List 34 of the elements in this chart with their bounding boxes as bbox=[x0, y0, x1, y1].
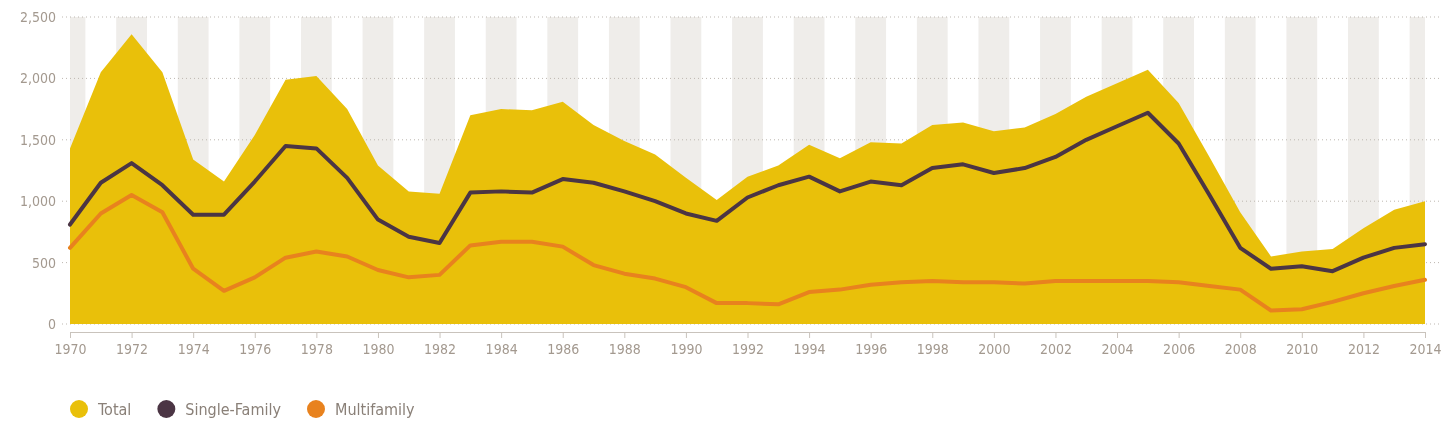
y-tick-label: 1,500 bbox=[19, 131, 56, 148]
x-tick-label: 2010 bbox=[1286, 340, 1319, 357]
x-tick-label: 1996 bbox=[855, 340, 888, 357]
x-tick-label: 1994 bbox=[793, 340, 826, 357]
y-tick-label: 0 bbox=[47, 315, 56, 332]
x-tick-label: 2006 bbox=[1163, 340, 1196, 357]
line-series bbox=[68, 193, 1427, 313]
x-tick-label: 1998 bbox=[916, 340, 949, 357]
x-tick-label: 1970 bbox=[54, 340, 87, 357]
y-tick-label: 1,000 bbox=[19, 193, 56, 210]
x-tick-label: 2014 bbox=[1409, 340, 1442, 357]
legend-label: Single-Family bbox=[185, 399, 282, 419]
x-tick-label: 1984 bbox=[485, 340, 518, 357]
y-tick-label: 2,500 bbox=[19, 8, 56, 25]
legend-label: Multifamily bbox=[334, 399, 416, 419]
line-series bbox=[68, 110, 1427, 274]
x-tick-label: 1992 bbox=[731, 340, 765, 357]
x-tick-label: 1986 bbox=[547, 340, 580, 357]
x-tick-label: 1988 bbox=[608, 340, 641, 357]
x-tick-label: 1972 bbox=[116, 340, 149, 357]
x-tick-label: 2012 bbox=[1347, 340, 1380, 357]
x-tick-label: 1978 bbox=[300, 340, 333, 357]
x-tick-label: 1974 bbox=[177, 340, 210, 357]
x-tick-label: 2002 bbox=[1039, 340, 1072, 357]
x-tick-label: 1980 bbox=[362, 340, 395, 357]
x-tick-label: 2008 bbox=[1224, 340, 1257, 357]
x-tick-label: 1982 bbox=[424, 340, 457, 357]
x-tick-label: 1976 bbox=[239, 340, 272, 357]
x-tick-label: 2004 bbox=[1101, 340, 1134, 357]
y-tick-label: 2,000 bbox=[19, 70, 56, 87]
y-tick-label: 500 bbox=[31, 254, 56, 271]
x-tick-label: 1990 bbox=[670, 340, 703, 357]
x-tick-label: 2000 bbox=[978, 340, 1011, 357]
legend-label: Total bbox=[97, 399, 132, 419]
